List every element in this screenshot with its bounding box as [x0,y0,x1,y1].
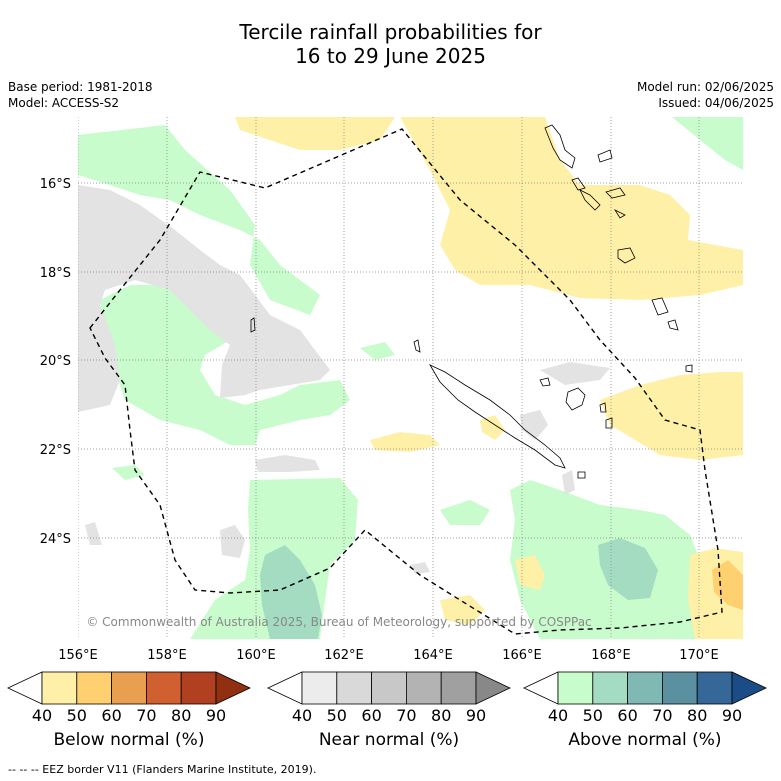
colorbar-tick-label: 50 [327,706,347,725]
colorbar-segment [592,671,628,705]
colorbar-segment [111,671,147,705]
model-name: Model: ACCESS-S2 [8,96,120,110]
below-normal-areas [235,117,743,639]
colorbar-segment [371,671,407,705]
base-period: Base period: 1981-2018 [8,80,153,94]
colorbar-extend-high [215,671,251,705]
colorbar-extend-low [267,671,303,705]
gridlines [78,117,743,639]
colorbar-segment [557,671,594,705]
colorbar-label-below: Below normal (%) [53,730,205,750]
colorbar-label-near: Near normal (%) [318,730,460,750]
title-line-2: 16 to 29 June 2025 [295,44,486,68]
colorbar-extend-high [731,671,767,705]
above-normal-50-areas [260,538,658,639]
colorbar-tick-label: 50 [583,706,603,725]
colorbar-segment [440,671,477,705]
lon-label: 164°E [413,648,453,663]
colorbar-tick-label: 70 [396,706,416,725]
colorbar-segment [76,671,113,705]
colorbar-tick-label: 90 [722,706,742,725]
map-panel [78,117,743,639]
colorbar-tick-label: 70 [136,706,156,725]
colorbar-extend-low [523,671,559,705]
colorbar-near-normal: 40 50 60 70 80 90 [267,671,511,725]
lat-label: 22°S [40,443,71,458]
colorbar-below-normal: 40 50 60 70 80 90 [7,671,251,725]
colorbar-tick-label: 80 [171,706,191,725]
colorbar-segment [336,671,372,705]
colorbar-tick-label: 90 [206,706,226,725]
eez-border [89,128,723,635]
lon-label: 160°E [236,648,276,663]
colorbar-segment [180,671,217,705]
lon-label: 162°E [324,648,364,663]
colorbar-extend-high [475,671,511,705]
issued-date: Issued: 04/06/2025 [658,96,774,110]
colorbar-tick-label: 60 [361,706,381,725]
lon-label: 170°E [679,648,719,663]
lat-label: 20°S [40,354,71,369]
lon-label: 156°E [58,648,98,663]
eez-footnote: -- -- -- EEZ border V11 (Flanders Marine… [8,763,317,776]
colorbar-tick-label: 40 [548,706,568,725]
lon-label: 168°E [591,648,631,663]
colorbar-tick-label: 40 [32,706,52,725]
near-normal-areas [78,185,610,574]
colorbar-segment [627,671,663,705]
colorbar-tick-label: 70 [652,706,672,725]
copyright-text: © Commonwealth of Australia 2025, Bureau… [86,615,591,629]
colorbar-segment [301,671,338,705]
lon-label: 158°E [147,648,187,663]
colorbar-extend-low [7,671,43,705]
coastlines [250,124,693,479]
colorbar-tick-label: 90 [466,706,486,725]
colorbar-tick-label: 40 [292,706,312,725]
colorbar-tick-label: 60 [101,706,121,725]
lat-label: 16°S [40,177,71,192]
model-run: Model run: 02/06/2025 [636,80,774,94]
lat-label: 24°S [40,532,71,547]
colorbar-tick-label: 50 [67,706,87,725]
colorbar-tick-label: 80 [431,706,451,725]
lon-labels: 156°E 158°E 160°E 162°E 164°E 166°E 168°… [58,648,719,663]
lat-label: 18°S [40,266,71,281]
colorbar-tick-label: 60 [617,706,637,725]
title-line-1: Tercile rainfall probabilities for [239,20,542,44]
colorbar-segment [662,671,698,705]
colorbar-segment [696,671,733,705]
colorbar-segment [405,671,442,705]
colorbar-above-normal: 40 50 60 70 80 90 [523,671,767,725]
lat-labels: 16°S 18°S 20°S 22°S 24°S [40,177,71,547]
colorbar-segment [41,671,78,705]
colorbar-label-above: Above normal (%) [568,730,722,750]
colorbar-tick-label: 80 [687,706,707,725]
colorbar-segment [145,671,182,705]
lon-label: 166°E [502,648,542,663]
